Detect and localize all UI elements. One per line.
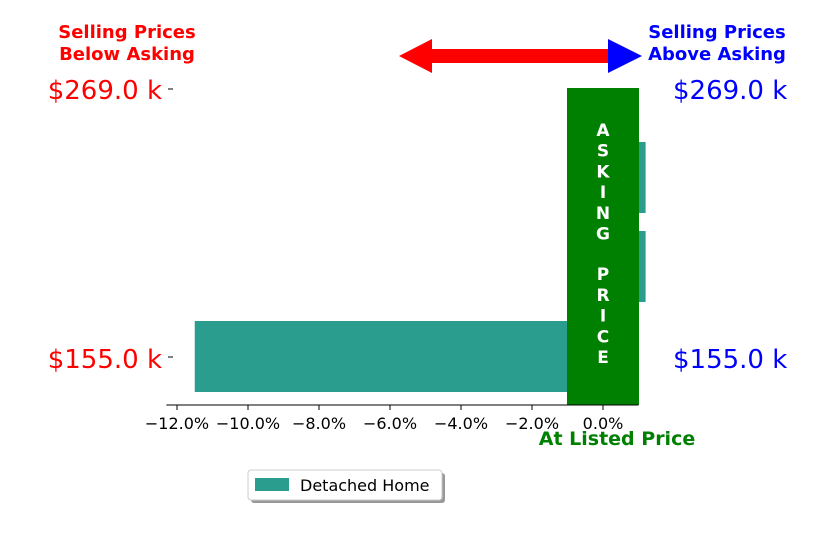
left-bottom-price: $155.0 k [48,345,162,375]
x-tick-label: −4.0% [434,414,488,433]
right-bottom-price: $155.0 k [673,345,787,375]
x-axis-label: At Listed Price [539,428,695,450]
arrow-right-head [608,39,642,73]
x-tick-label: −6.0% [363,414,417,433]
x-tick-label: −8.0% [292,414,346,433]
x-tick-label: 0.0% [583,414,624,433]
bar [194,321,603,392]
right-top-price: $269.0 k [673,76,787,106]
legend-swatch [255,478,289,491]
legend-box [247,469,443,501]
left-title: Selling Prices Below Asking [58,22,195,65]
x-tick-label: −2.0% [505,414,559,433]
direction-arrow [399,39,642,73]
x-tick-label: −12.0% [145,414,209,433]
arrow-left-head [399,39,432,73]
x-tick-label: −10.0% [216,414,280,433]
right-title: Selling Prices Above Asking [648,22,786,65]
legend: Detached Home [247,469,445,503]
asking-price-band [567,88,639,405]
arrow-shaft [430,49,614,63]
legend-label: Detached Home [300,476,430,495]
left-top-price: $269.0 k [48,76,162,106]
x-axis: −12.0% −10.0% −8.0% −6.0% −4.0% −2.0% 0.0% [145,404,639,433]
